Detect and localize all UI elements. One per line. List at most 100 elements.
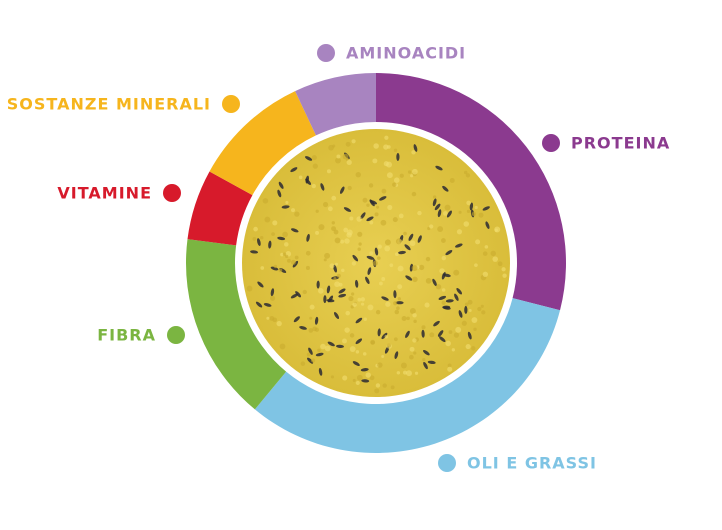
grain [383,161,389,167]
grain [351,292,355,296]
grain [397,284,403,290]
grain [458,210,462,214]
grain [352,378,356,382]
grain [381,188,387,194]
grain [306,352,311,357]
seed [366,255,375,260]
grain [406,370,412,377]
grain [334,237,341,244]
grain [447,366,453,372]
grain [280,252,284,257]
seed [293,316,300,323]
grain [336,273,341,278]
grain [445,340,451,347]
seed [299,326,307,330]
grain [331,195,337,201]
grain [381,354,385,358]
grain [480,304,484,308]
seed [343,207,352,212]
grain [317,348,321,353]
grain [341,338,347,344]
grain [502,273,507,278]
seed [355,317,363,324]
grain [246,285,253,292]
seed [417,235,422,243]
legend-label: VITAMINE [57,184,152,203]
grain [308,328,314,333]
grain [357,247,361,251]
grain [333,229,339,235]
seed [454,293,459,301]
seed [323,295,327,304]
grain [285,254,289,259]
grain [315,230,320,235]
seed [314,316,319,325]
seed [404,244,411,251]
grain [497,261,503,267]
grain [351,261,357,266]
seed [455,243,463,248]
grain [387,204,393,210]
grain [377,256,381,260]
grain [346,232,352,238]
seed [427,360,436,365]
seed [339,186,345,194]
seed [464,305,468,314]
grain [398,213,404,219]
seed [445,249,453,256]
grain [365,372,371,378]
grain [294,211,300,217]
grain [418,264,425,271]
seed [405,330,410,338]
seed [290,167,298,173]
seed [438,295,447,301]
seed [326,298,335,303]
grain [435,284,442,290]
grain [334,262,339,266]
grain [322,201,329,208]
grain [355,380,360,386]
grain [453,269,460,276]
legend-label: OLI E GRASSI [467,454,597,473]
grain [501,267,506,272]
grain [390,385,395,390]
grain [448,330,453,335]
seed [437,330,444,337]
legend-dot [438,454,456,472]
seed [413,144,418,152]
grain [384,239,391,246]
seed [442,185,449,192]
grain [356,374,363,381]
grain [400,362,407,369]
grain [360,297,366,302]
grain [403,231,407,236]
donut-segment [376,73,567,311]
grain [264,216,271,223]
grain [311,183,316,189]
seed [277,236,286,241]
grain [369,220,374,225]
grain [309,316,313,320]
seed [374,247,379,256]
seed [469,202,474,211]
grain [453,332,460,338]
grain [362,197,368,203]
grain [421,325,426,330]
seed [360,368,369,372]
seed [394,351,399,359]
grain [346,159,352,166]
grain [441,288,446,292]
seed [442,305,451,309]
grain [357,297,362,302]
grain [409,240,416,247]
seed [377,328,381,337]
seed [360,212,366,220]
grain [397,297,401,301]
grain [425,256,431,262]
grain [443,211,448,216]
grain [279,343,286,350]
grain [284,242,289,247]
grain [439,268,445,274]
donut-ring [186,73,567,454]
donut-segment [295,73,376,136]
